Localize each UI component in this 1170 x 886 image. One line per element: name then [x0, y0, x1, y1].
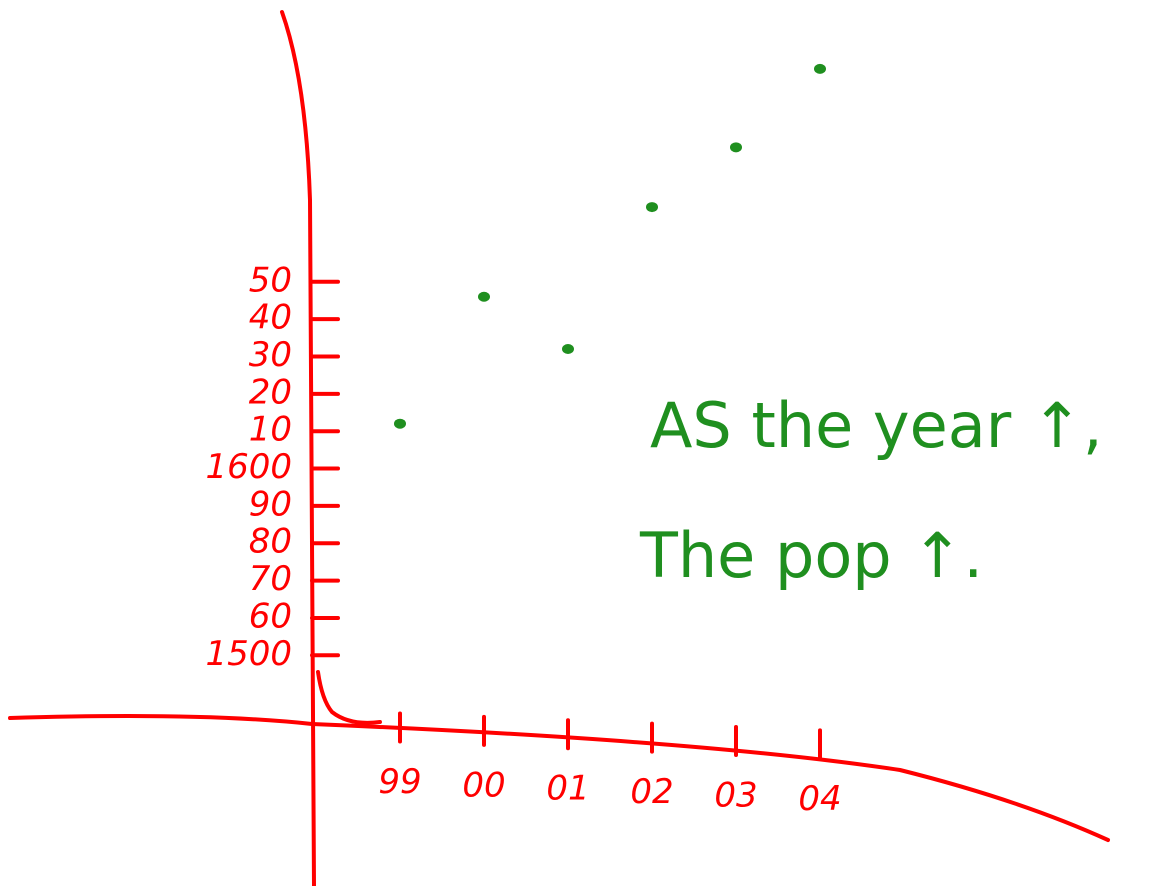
y-tick-label: 10 [249, 410, 292, 450]
x-tick-label: 00 [462, 765, 505, 805]
annotation: The pop ↑. [639, 519, 983, 592]
point [730, 142, 742, 153]
y-tick-label: 70 [249, 559, 292, 599]
x-tick-label: 03 [714, 775, 757, 815]
point [394, 418, 406, 429]
y-tick-label: 1500 [205, 634, 292, 674]
y-tick-label: 90 [249, 484, 292, 524]
x-tick-label: 99 [378, 762, 421, 802]
annotation: AS the year ↑, [650, 389, 1103, 462]
x-tick-label: 01 [546, 769, 589, 809]
axis-break [316, 670, 382, 725]
y-tick-label: 1600 [205, 447, 292, 487]
y-tick-label: 50 [249, 260, 292, 300]
point [646, 202, 658, 213]
x-axis [8, 714, 1110, 842]
y-tick-label: 20 [249, 372, 292, 412]
point [814, 63, 826, 74]
y-tick-label: 40 [249, 298, 292, 338]
y-axis [280, 10, 316, 886]
y-tick-label: 80 [249, 522, 292, 562]
y-tick-label: 30 [249, 335, 292, 375]
x-tick-label: 02 [630, 772, 673, 812]
x-tick-label: 04 [798, 779, 841, 819]
y-tick-label: 60 [249, 596, 292, 636]
point [562, 344, 574, 355]
point [478, 291, 490, 302]
